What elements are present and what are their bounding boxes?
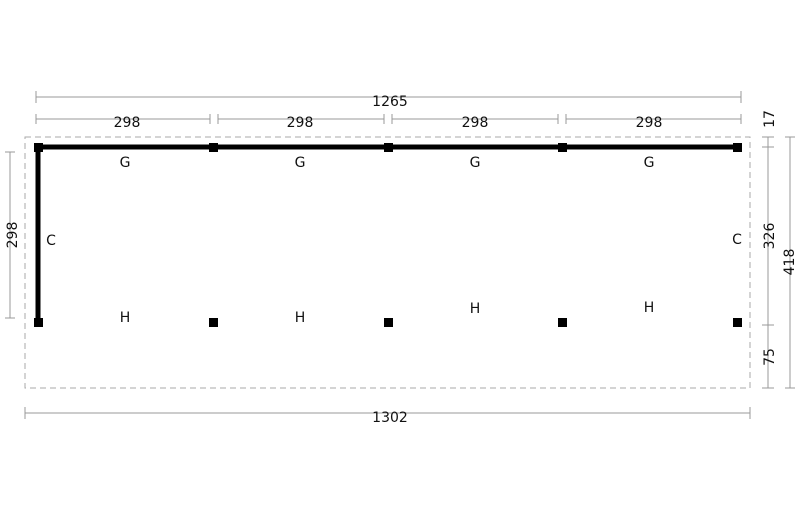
dimension-label: 298 — [636, 115, 663, 131]
dimension-label: 75 — [762, 348, 778, 366]
dimension-label: 298 — [462, 115, 489, 131]
side-label: C — [46, 233, 56, 249]
dimension-label: 298 — [114, 115, 141, 131]
dimension-label: 326 — [762, 223, 778, 250]
dimension-label: 418 — [782, 249, 798, 276]
beam-label: G — [470, 155, 481, 171]
dimension-label: 298 — [5, 222, 21, 249]
dimension-label: 1265 — [372, 94, 408, 110]
dimension-label: 17 — [762, 110, 778, 128]
posts — [34, 143, 742, 327]
outline — [24, 136, 751, 389]
dimension-label: 1302 — [372, 410, 408, 426]
side-label: C — [732, 232, 742, 248]
beam-label: G — [295, 155, 306, 171]
dimension-lines — [5, 91, 795, 419]
walls — [35, 144, 737, 322]
post-label: H — [470, 301, 481, 317]
post-label: H — [295, 310, 306, 326]
beam-label: G — [644, 155, 655, 171]
beam-label: G — [120, 155, 131, 171]
post-label: H — [644, 300, 655, 316]
dimension-label: 298 — [287, 115, 314, 131]
post-label: H — [120, 310, 131, 326]
